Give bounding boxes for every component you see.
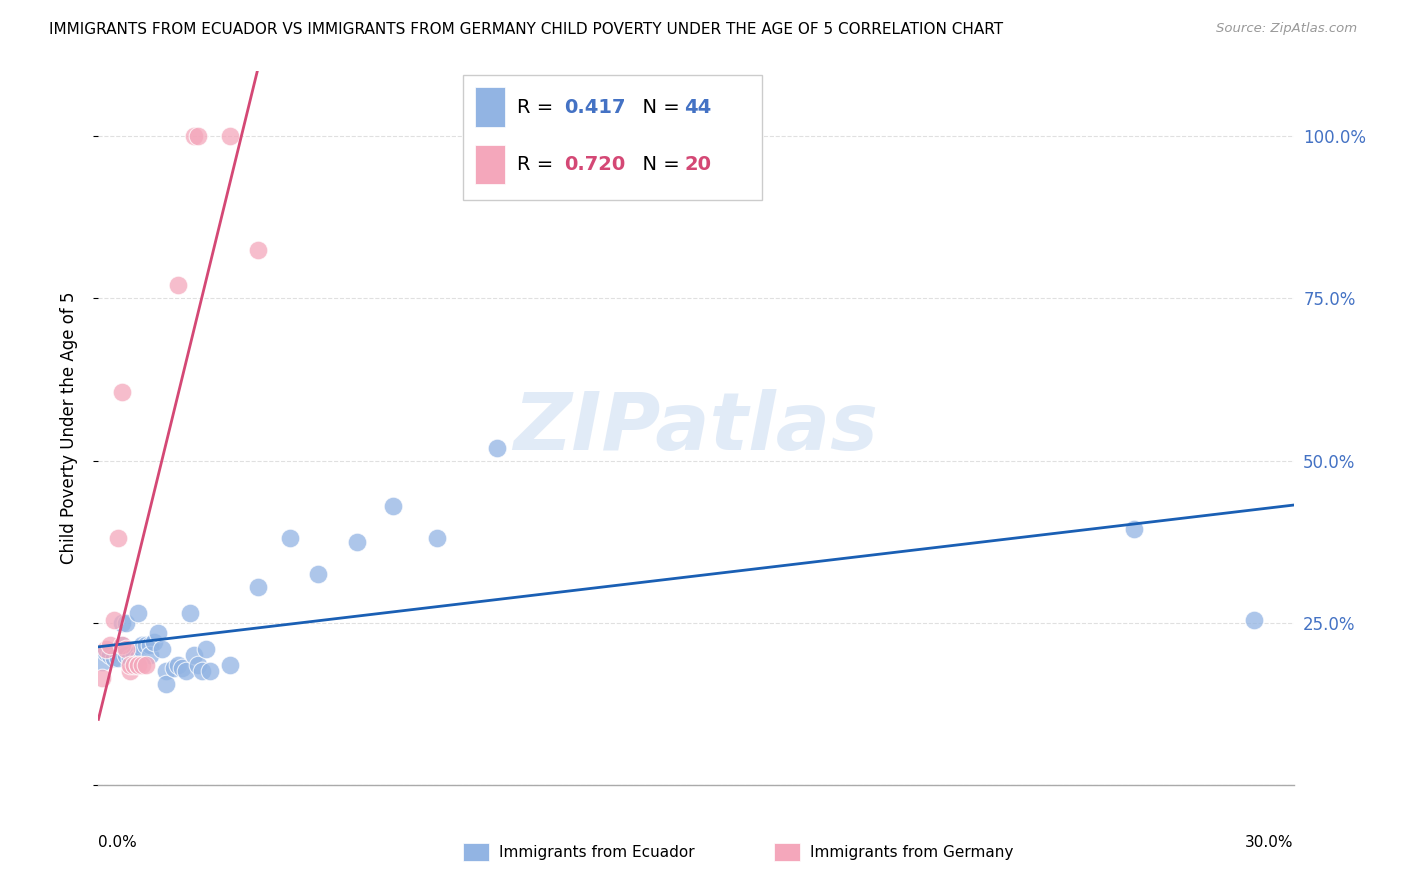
Point bbox=[1123, 522, 1146, 536]
Point bbox=[150, 641, 173, 656]
Point bbox=[183, 129, 205, 144]
Point bbox=[98, 648, 122, 663]
Point bbox=[124, 657, 146, 672]
Text: R =: R = bbox=[517, 154, 560, 174]
Point bbox=[155, 677, 177, 691]
Point bbox=[124, 648, 146, 663]
Text: 30.0%: 30.0% bbox=[1246, 835, 1294, 850]
Point bbox=[115, 615, 138, 630]
Text: 44: 44 bbox=[685, 97, 711, 117]
Point bbox=[179, 606, 201, 620]
Point bbox=[278, 532, 301, 546]
Point bbox=[187, 129, 209, 144]
Point bbox=[174, 665, 197, 679]
Point bbox=[139, 639, 162, 653]
Point bbox=[198, 665, 221, 679]
Point bbox=[111, 615, 134, 630]
Text: 0.720: 0.720 bbox=[565, 154, 626, 174]
Text: Immigrants from Germany: Immigrants from Germany bbox=[810, 846, 1012, 860]
Point bbox=[131, 657, 153, 672]
Point bbox=[219, 657, 242, 672]
Point bbox=[163, 661, 186, 675]
Point bbox=[127, 651, 149, 665]
Point bbox=[155, 665, 177, 679]
Point bbox=[135, 657, 157, 672]
Text: 0.0%: 0.0% bbox=[98, 835, 138, 850]
Point bbox=[131, 639, 153, 653]
Point bbox=[183, 648, 205, 663]
Point bbox=[127, 606, 149, 620]
Point bbox=[103, 651, 125, 665]
Point bbox=[139, 648, 162, 663]
Point bbox=[195, 641, 218, 656]
Point bbox=[91, 671, 114, 685]
Point bbox=[143, 635, 166, 649]
Point bbox=[307, 567, 329, 582]
Point bbox=[187, 657, 209, 672]
Point bbox=[103, 613, 125, 627]
Y-axis label: Child Poverty Under the Age of 5: Child Poverty Under the Age of 5 bbox=[59, 292, 77, 565]
Point bbox=[111, 639, 134, 653]
Point bbox=[115, 641, 138, 656]
Point bbox=[191, 665, 214, 679]
Point bbox=[167, 657, 190, 672]
Text: ZIPatlas: ZIPatlas bbox=[513, 389, 879, 467]
Point bbox=[135, 639, 157, 653]
Point bbox=[120, 657, 142, 672]
Text: IMMIGRANTS FROM ECUADOR VS IMMIGRANTS FROM GERMANY CHILD POVERTY UNDER THE AGE O: IMMIGRANTS FROM ECUADOR VS IMMIGRANTS FR… bbox=[49, 22, 1004, 37]
Point bbox=[120, 651, 142, 665]
Point bbox=[107, 532, 129, 546]
Text: Source: ZipAtlas.com: Source: ZipAtlas.com bbox=[1216, 22, 1357, 36]
Point bbox=[124, 657, 146, 672]
Point bbox=[346, 534, 368, 549]
Point bbox=[426, 532, 449, 546]
Text: N =: N = bbox=[630, 154, 686, 174]
FancyBboxPatch shape bbox=[463, 75, 762, 200]
Point bbox=[115, 648, 138, 663]
FancyBboxPatch shape bbox=[773, 844, 800, 862]
Point bbox=[127, 657, 149, 672]
Point bbox=[382, 499, 405, 513]
Point bbox=[120, 665, 142, 679]
Point bbox=[246, 243, 269, 257]
Point bbox=[96, 645, 118, 659]
Point bbox=[107, 651, 129, 665]
Text: 20: 20 bbox=[685, 154, 711, 174]
Point bbox=[485, 441, 508, 455]
Text: 0.417: 0.417 bbox=[565, 97, 626, 117]
Point bbox=[219, 129, 242, 144]
Point bbox=[98, 639, 122, 653]
Point bbox=[111, 639, 134, 653]
Point bbox=[111, 385, 134, 400]
Point bbox=[167, 278, 190, 293]
Text: Immigrants from Ecuador: Immigrants from Ecuador bbox=[499, 846, 695, 860]
Text: N =: N = bbox=[630, 97, 686, 117]
Point bbox=[131, 641, 153, 656]
Text: R =: R = bbox=[517, 97, 560, 117]
Point bbox=[1243, 613, 1265, 627]
Point bbox=[148, 625, 170, 640]
FancyBboxPatch shape bbox=[463, 844, 489, 862]
FancyBboxPatch shape bbox=[475, 87, 505, 127]
Point bbox=[172, 661, 194, 675]
Point bbox=[127, 657, 149, 672]
FancyBboxPatch shape bbox=[475, 145, 505, 184]
Point bbox=[91, 655, 114, 669]
Point bbox=[246, 580, 269, 594]
Point bbox=[96, 641, 118, 656]
